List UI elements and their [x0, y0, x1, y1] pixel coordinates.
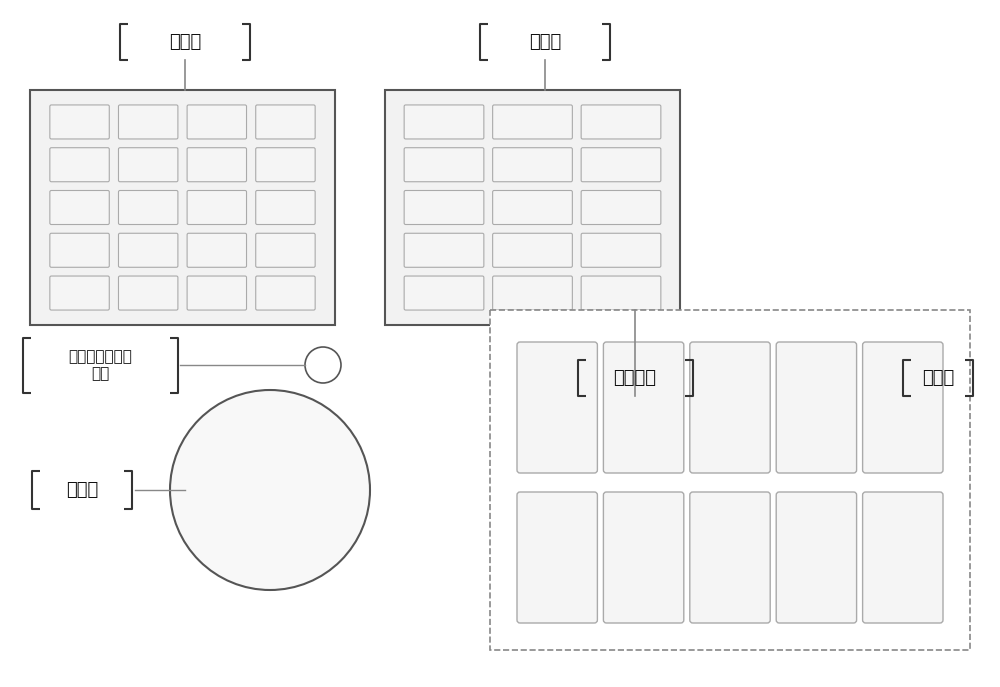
Text: 机械臂: 机械臂: [66, 481, 98, 499]
FancyBboxPatch shape: [118, 276, 178, 310]
FancyBboxPatch shape: [404, 105, 484, 139]
FancyBboxPatch shape: [581, 148, 661, 182]
FancyBboxPatch shape: [404, 276, 484, 310]
FancyBboxPatch shape: [493, 148, 572, 182]
FancyBboxPatch shape: [50, 190, 109, 225]
FancyBboxPatch shape: [50, 234, 109, 267]
FancyBboxPatch shape: [517, 492, 597, 623]
FancyBboxPatch shape: [517, 342, 597, 473]
FancyBboxPatch shape: [603, 342, 684, 473]
FancyBboxPatch shape: [256, 190, 315, 225]
FancyBboxPatch shape: [187, 190, 247, 225]
FancyBboxPatch shape: [50, 148, 109, 182]
FancyBboxPatch shape: [118, 105, 178, 139]
FancyBboxPatch shape: [404, 234, 484, 267]
Circle shape: [170, 390, 370, 590]
FancyBboxPatch shape: [256, 105, 315, 139]
FancyBboxPatch shape: [776, 342, 857, 473]
FancyBboxPatch shape: [581, 234, 661, 267]
Circle shape: [305, 347, 341, 383]
FancyBboxPatch shape: [50, 276, 109, 310]
FancyBboxPatch shape: [581, 190, 661, 225]
FancyBboxPatch shape: [493, 105, 572, 139]
FancyBboxPatch shape: [690, 492, 770, 623]
Text: 机械臂初始等待
位置: 机械臂初始等待 位置: [68, 349, 132, 381]
FancyBboxPatch shape: [863, 342, 943, 473]
Text: 下料区: 下料区: [169, 33, 201, 51]
Bar: [30, 90, 335, 325]
FancyBboxPatch shape: [256, 234, 315, 267]
Text: 上料区: 上料区: [529, 33, 561, 51]
FancyBboxPatch shape: [404, 190, 484, 225]
FancyBboxPatch shape: [256, 276, 315, 310]
FancyBboxPatch shape: [690, 342, 770, 473]
FancyBboxPatch shape: [118, 234, 178, 267]
FancyBboxPatch shape: [863, 492, 943, 623]
FancyBboxPatch shape: [581, 276, 661, 310]
FancyBboxPatch shape: [776, 492, 857, 623]
Text: 工作工位: 工作工位: [614, 369, 656, 387]
FancyBboxPatch shape: [50, 105, 109, 139]
FancyBboxPatch shape: [187, 148, 247, 182]
FancyBboxPatch shape: [493, 276, 572, 310]
Text: 工作区: 工作区: [922, 369, 954, 387]
FancyBboxPatch shape: [118, 148, 178, 182]
FancyBboxPatch shape: [404, 148, 484, 182]
FancyBboxPatch shape: [256, 148, 315, 182]
FancyBboxPatch shape: [493, 190, 572, 225]
FancyBboxPatch shape: [493, 234, 572, 267]
FancyBboxPatch shape: [187, 234, 247, 267]
FancyBboxPatch shape: [581, 105, 661, 139]
FancyBboxPatch shape: [603, 492, 684, 623]
Bar: [490, 310, 970, 650]
FancyBboxPatch shape: [187, 105, 247, 139]
FancyBboxPatch shape: [118, 190, 178, 225]
FancyBboxPatch shape: [187, 276, 247, 310]
Bar: [385, 90, 680, 325]
